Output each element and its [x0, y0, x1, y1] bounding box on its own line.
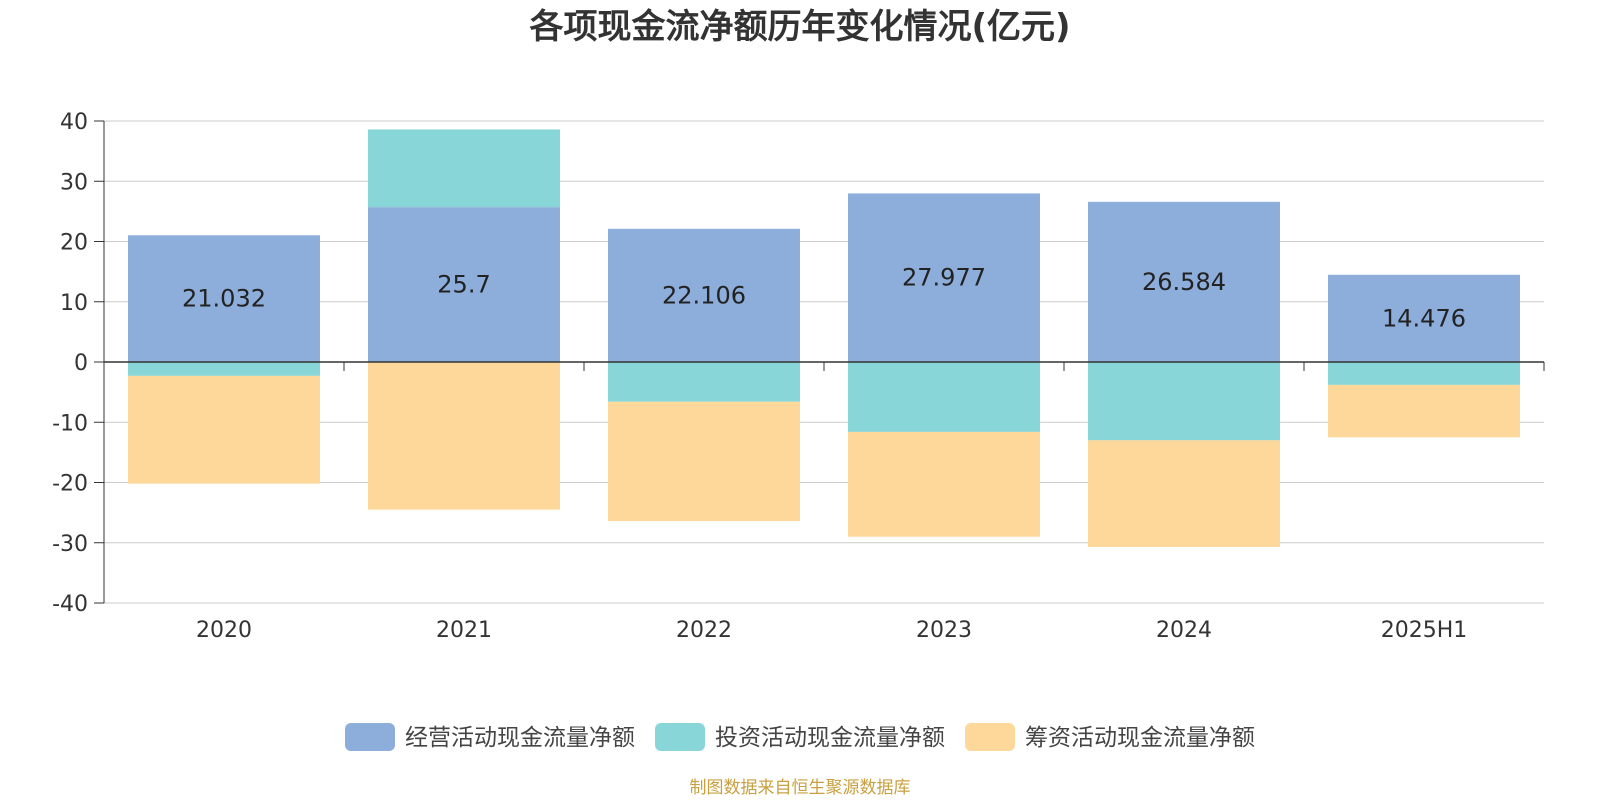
bar-1-2021: [368, 207, 560, 362]
y-tick-label: 40: [60, 110, 88, 135]
data-label: 22.106: [662, 281, 746, 309]
data-label: 27.977: [902, 264, 986, 292]
data-labels: 21.032 25.7 22.106 27.977 26.584 14.476: [182, 264, 1466, 333]
legend-label: 筹资活动现金流量净额: [1025, 725, 1255, 751]
chart-title: 各项现金流净额历年变化情况(亿元): [529, 7, 1070, 47]
data-label: 14.476: [1382, 304, 1466, 332]
x-tick-label: 2025H1: [1381, 618, 1468, 643]
bar-1-2020: [128, 235, 320, 362]
legend: 经营活动现金流量净额 投资活动现金流量净额 筹资活动现金流量净额: [345, 723, 1255, 751]
y-tick-label: -10: [52, 411, 88, 436]
bar-2-2020: [128, 362, 320, 376]
bar-1-2022: [608, 228, 800, 362]
y-tick-label: -30: [52, 532, 88, 557]
y-tick-label: 10: [60, 291, 88, 316]
legend-label: 投资活动现金流量净额: [715, 725, 945, 751]
bar-2-2021: [368, 129, 560, 208]
x-tick-label: 2020: [196, 618, 252, 643]
data-label: 26.584: [1142, 268, 1226, 296]
axes: 40 30 20 10 0 -10 -20 -30 -40 2020 2021 2022 2023 202…: [52, 110, 1545, 643]
y-tick-label: -20: [52, 472, 88, 497]
source-note: 制图数据来自恒生聚源数据库: [690, 778, 911, 798]
y-tick-label: 0: [74, 351, 88, 376]
bar-3-2021: [368, 362, 560, 510]
y-tick-label: 20: [60, 231, 88, 256]
bar-1-2024: [1088, 201, 1280, 362]
x-tick-label: 2021: [436, 618, 492, 643]
bar-3-2024: [1088, 440, 1280, 547]
bar-2-2022: [608, 362, 800, 402]
bar-2-2025H1: [1328, 362, 1520, 385]
legend-swatch: [655, 723, 705, 751]
bar-1-2023: [848, 193, 1040, 362]
x-tick-label: 2022: [676, 618, 732, 643]
bar-3-2025H1: [1328, 384, 1520, 438]
y-tick-label: -40: [52, 592, 88, 617]
x-tick-label: 2023: [916, 618, 972, 643]
legend-swatch: [965, 723, 1015, 751]
bar-2-2023: [848, 362, 1040, 432]
legend-swatch: [345, 723, 395, 751]
bar-1-2025H1: [1328, 274, 1520, 362]
data-label: 25.7: [437, 271, 490, 299]
bar-2-2024: [1088, 362, 1280, 441]
bar-3-2020: [128, 375, 320, 484]
bar-3-2022: [608, 401, 800, 522]
legend-label: 经营活动现金流量净额: [405, 725, 635, 751]
y-tick-label: 30: [60, 170, 88, 195]
x-tick-label: 2024: [1156, 618, 1212, 643]
bars: [128, 129, 1520, 547]
data-label: 21.032: [182, 285, 266, 313]
bar-3-2023: [848, 431, 1040, 537]
